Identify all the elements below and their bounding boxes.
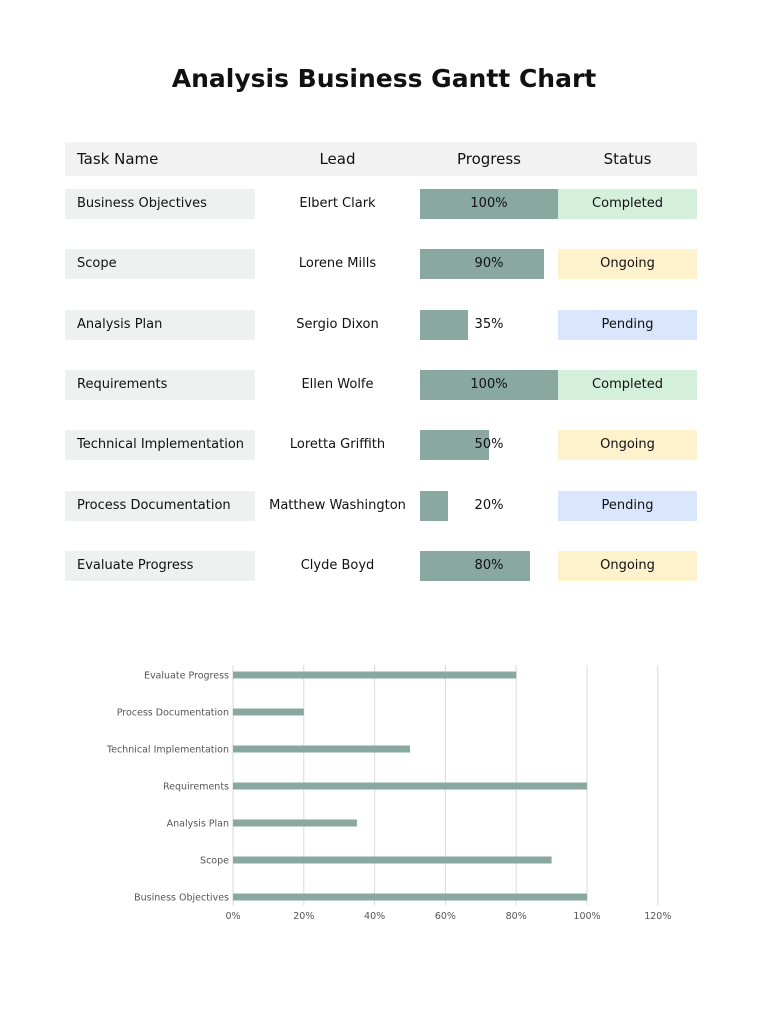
task-name: Requirements xyxy=(65,369,255,400)
progress-cell: 35% xyxy=(420,309,558,340)
table-row: Analysis Plan Sergio Dixon 35% Pending xyxy=(65,309,697,340)
progress-label: 50% xyxy=(474,437,504,453)
y-category-label: Process Documentation xyxy=(117,708,229,719)
progress-fill xyxy=(420,550,531,581)
y-category-label: Requirements xyxy=(163,782,229,793)
x-tick-label: 60% xyxy=(435,911,456,922)
task-name: Evaluate Progress xyxy=(65,550,255,581)
progress-label: 90% xyxy=(474,256,504,272)
page-title: Analysis Business Gantt Chart xyxy=(171,64,597,93)
progress-cell: 50% xyxy=(420,430,558,461)
y-category-label: Technical Implementation xyxy=(106,745,229,756)
table-row: Requirements Ellen Wolfe 100% Completed xyxy=(65,369,697,400)
x-tick-label: 80% xyxy=(506,911,527,922)
progress-label: 20% xyxy=(474,497,504,513)
table-row: Technical Implementation Loretta Griffit… xyxy=(65,430,697,461)
table-row: Business Objectives Elbert Clark 100% Co… xyxy=(65,189,697,219)
lead-name: Loretta Griffith xyxy=(289,437,386,453)
progress-label: 100% xyxy=(470,376,508,392)
progress-cell: 20% xyxy=(420,490,558,521)
x-tick-label: 0% xyxy=(225,911,240,922)
header-status: Status xyxy=(603,150,652,168)
task-name: Process Documentation xyxy=(65,490,255,521)
y-category-label: Analysis Plan xyxy=(167,819,229,830)
bar xyxy=(233,819,357,827)
status-badge: Completed xyxy=(558,369,697,400)
x-tick-label: 120% xyxy=(644,911,671,922)
lead-name: Elbert Clark xyxy=(299,196,376,211)
table-header: Task Name Lead Progress Status xyxy=(65,142,697,176)
task-name: Business Objectives xyxy=(65,189,255,219)
table-row: Process Documentation Matthew Washington… xyxy=(65,490,697,521)
progress-fill xyxy=(420,490,448,521)
progress-label: 80% xyxy=(474,557,504,573)
bar xyxy=(233,671,517,679)
status-badge: Pending xyxy=(558,490,697,521)
status-badge: Ongoing xyxy=(558,550,697,581)
progress-bar-chart: 0% 20% 40% 60% 80% 100% 120% Business Objective… xyxy=(106,665,671,922)
y-category-label: Business Objectives xyxy=(134,893,229,904)
lead-name: Lorene Mills xyxy=(298,256,377,272)
lead-name: Sergio Dixon xyxy=(296,316,379,332)
lead-name: Ellen Wolfe xyxy=(301,376,374,392)
progress-fill xyxy=(420,430,489,461)
x-tick-label: 40% xyxy=(364,911,385,922)
progress-fill xyxy=(420,309,469,340)
progress-fill xyxy=(420,189,558,219)
status-badge: Ongoing xyxy=(558,430,697,461)
progress-fill xyxy=(420,249,545,280)
progress-cell: 100% xyxy=(420,369,558,400)
header-task: Task Name xyxy=(77,150,159,168)
x-tick-label: 20% xyxy=(293,911,314,922)
progress-cell: 100% xyxy=(420,189,558,219)
progress-cell: 80% xyxy=(420,550,558,581)
table-row: Evaluate Progress Clyde Boyd 80% Ongoing xyxy=(65,550,697,581)
header-lead: Lead xyxy=(319,150,356,168)
status-badge: Pending xyxy=(558,309,697,340)
task-name: Technical Implementation xyxy=(65,430,255,461)
progress-fill xyxy=(420,369,558,400)
lead-name: Clyde Boyd xyxy=(300,557,375,573)
progress-label: 100% xyxy=(470,196,508,211)
bar xyxy=(233,893,587,901)
lead-name: Matthew Washington xyxy=(269,497,406,513)
y-category-label: Evaluate Progress xyxy=(144,671,229,682)
bar xyxy=(233,745,410,753)
progress-label: 35% xyxy=(474,316,504,332)
status-badge: Completed xyxy=(558,189,697,219)
table-row: Scope Lorene Mills 90% Ongoing xyxy=(65,249,697,280)
task-name: Analysis Plan xyxy=(65,309,255,340)
header-progress: Progress xyxy=(456,150,521,168)
progress-cell: 90% xyxy=(420,249,558,280)
x-tick-label: 100% xyxy=(573,911,600,922)
bar xyxy=(233,782,587,790)
status-badge: Ongoing xyxy=(558,249,697,280)
bar xyxy=(233,708,304,716)
bar xyxy=(233,856,552,864)
task-name: Scope xyxy=(65,249,255,280)
y-category-label: Scope xyxy=(200,856,229,867)
